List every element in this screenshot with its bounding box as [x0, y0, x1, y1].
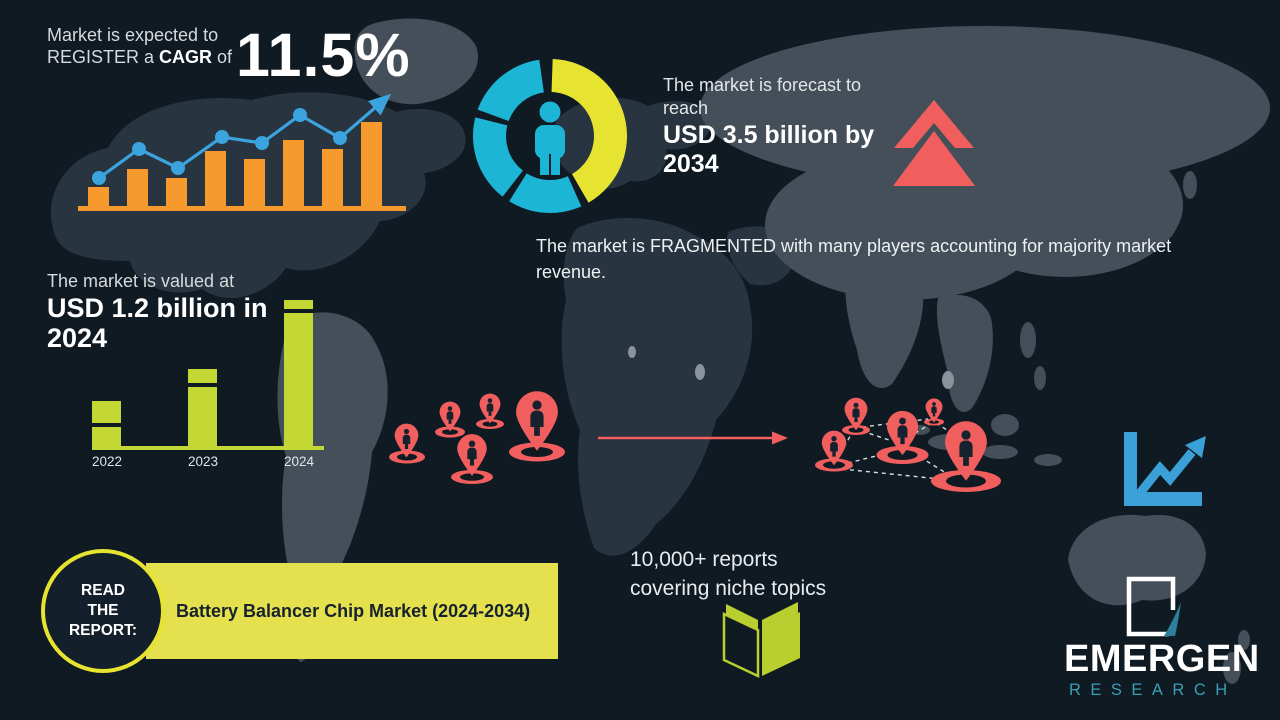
fragmented-text: The market is FRAGMENTED with many playe… [536, 236, 1172, 283]
cagr-bar [244, 159, 265, 206]
cagr-bar [322, 149, 343, 206]
cagr-bar [205, 151, 226, 206]
cagr-caption: Market is expected to REGISTER a CAGR of [47, 25, 232, 69]
report-banner-label: Battery Balancer Chip Market (2024-2034) [176, 600, 531, 621]
cagr-trend-point [171, 161, 185, 175]
pin-cluster-left [389, 391, 565, 484]
location-pin-icon [479, 393, 501, 424]
cagr-trend-svg [92, 93, 392, 185]
cagr-bar [127, 169, 148, 206]
valuation-bar-stripe [284, 309, 313, 313]
map-greenland [354, 18, 479, 105]
flow-arrow [598, 431, 788, 445]
cagr-caption-line1: Market is expected to [47, 25, 219, 45]
emergen-logo-subtitle: RESEARCH [1069, 681, 1237, 699]
valuation-bar [92, 401, 121, 446]
cagr-trend-point [293, 108, 307, 122]
map-india [845, 259, 924, 389]
growth-chart-icon [1124, 432, 1206, 506]
cagr-bar [88, 187, 109, 206]
cagr-bar [361, 122, 382, 206]
valuation-axis-label: 2023 [187, 454, 219, 469]
valuation-bar [188, 369, 217, 446]
location-pin-icon [439, 401, 461, 432]
valuation-value: USD 1.2 billion in 2024 [47, 293, 268, 353]
cagr-trend-line [98, 93, 392, 180]
donut-yellow-segment [551, 59, 627, 203]
valuation-chart-baseline [92, 446, 324, 450]
cagr-trend-point [333, 131, 347, 145]
cagr-bar [283, 140, 304, 206]
emergen-logo-title: EMERGEN [1064, 638, 1260, 680]
valuation-caption: The market is valued at [47, 271, 235, 291]
cagr-value: 11.5% [236, 21, 411, 89]
map-africa [561, 217, 753, 556]
cagr-caption-bold: CAGR [159, 46, 213, 67]
valuation-chart: 2022 2023 2024 [92, 298, 324, 470]
emergen-logo-mark [1126, 576, 1181, 637]
open-book-icon [722, 602, 800, 678]
double-up-arrow-icon [893, 100, 975, 186]
cagr-bar [166, 178, 187, 206]
donut-teal-segment-1 [509, 173, 582, 213]
cagr-trend-point [92, 171, 106, 185]
read-report-button[interactable]: READ THE REPORT: [41, 549, 165, 673]
location-pin-icon [844, 397, 868, 431]
valuation-bar-stripe [92, 423, 121, 427]
donut-teal-segment-3 [477, 59, 544, 121]
forecast-value: USD 3.5 billion by 2034 [663, 121, 875, 178]
cagr-trend-point [215, 130, 229, 144]
forecast-caption: The market is forecast to reach [663, 75, 862, 119]
donut-segments [473, 59, 627, 213]
location-pin-icon [925, 398, 943, 423]
cagr-bars [88, 122, 408, 206]
valuation-axis-label: 2024 [283, 454, 315, 469]
location-pin-icon [457, 434, 487, 476]
cagr-chart-baseline [78, 206, 406, 211]
valuation-axis-label: 2022 [91, 454, 123, 469]
pin-cluster-right [815, 397, 1001, 492]
person-icon [535, 101, 565, 175]
valuation-bar-stripe [188, 383, 217, 387]
reports-caption: 10,000+ reports covering niche topics [630, 548, 827, 600]
market-share-donut [473, 59, 627, 213]
cagr-trend-point [132, 142, 146, 156]
valuation-bar [284, 300, 313, 446]
cagr-caption-line2-prefix: REGISTER a [47, 46, 160, 67]
report-banner[interactable]: Battery Balancer Chip Market (2024-2034) [146, 563, 558, 659]
cagr-trend-point [255, 136, 269, 150]
donut-teal-segment-2 [473, 117, 523, 197]
location-pin-icon [516, 391, 558, 451]
cagr-caption-line2-suffix: of [212, 46, 233, 67]
market-players-scene [389, 391, 1001, 492]
